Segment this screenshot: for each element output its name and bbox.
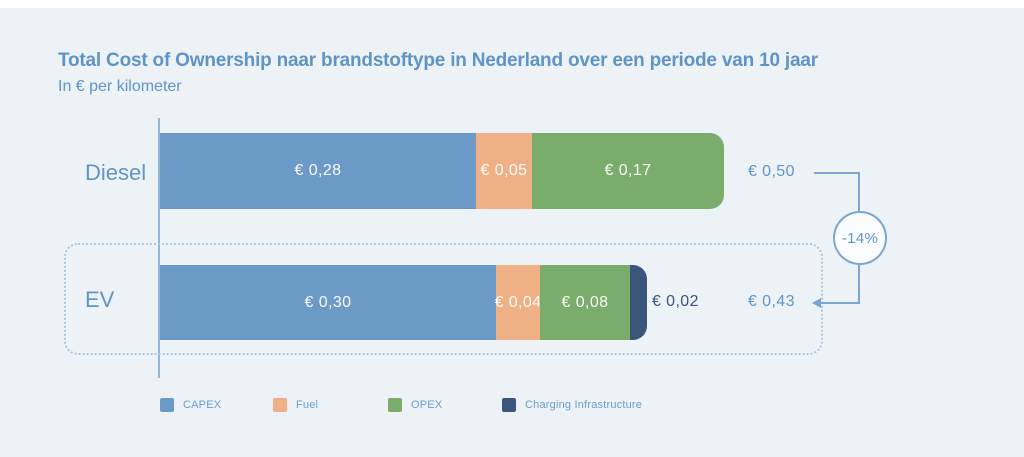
ev-highlight-box xyxy=(64,243,823,355)
bar-diesel: € 0,28 € 0,05 € 0,17 xyxy=(160,133,724,209)
bar-segment-diesel-capex: € 0,28 xyxy=(160,133,476,209)
legend-swatch-opex xyxy=(388,398,402,412)
category-label-diesel: Diesel xyxy=(85,160,147,185)
legend-label: OPEX xyxy=(411,399,443,411)
legend-item-fuel: Fuel xyxy=(273,398,318,412)
bar-segment-ev-charging-infrastructure xyxy=(630,265,647,340)
bracket-line-top-horizontal xyxy=(814,172,860,174)
chart-background: Total Cost of Ownership naar brandstofty… xyxy=(0,8,1024,457)
bracket-line-top-vertical xyxy=(858,172,860,213)
total-label-diesel: € 0,50 xyxy=(748,163,795,180)
bar-ev: € 0,30 € 0,04 € 0,08 xyxy=(160,265,647,340)
bar-segment-ev-fuel: € 0,04 xyxy=(494,265,542,340)
legend-item-charging-infrastructure: Charging Infrastructure xyxy=(502,398,642,412)
segment-value-label: € 0,30 xyxy=(304,293,352,311)
bar-segment-ev-capex: € 0,30 xyxy=(160,265,496,340)
segment-value-label: € 0,08 xyxy=(561,293,609,311)
bracket-line-bottom-horizontal xyxy=(821,302,860,304)
legend-swatch-capex xyxy=(160,398,174,412)
segment-value-label: € 0,17 xyxy=(604,162,652,179)
segment-value-label: € 0,05 xyxy=(480,162,528,179)
total-label-ev: € 0,43 xyxy=(748,293,795,310)
legend-label: CAPEX xyxy=(183,399,222,411)
segment-value-label: € 0,28 xyxy=(294,162,342,179)
legend-label: Fuel xyxy=(296,399,319,411)
chart-subtitle: In € per kilometer xyxy=(58,78,182,95)
arrow-left-icon xyxy=(812,298,821,308)
chart-title: Total Cost of Ownership naar brandstofty… xyxy=(58,50,818,71)
legend-item-capex: CAPEX xyxy=(160,398,221,412)
legend-swatch-fuel xyxy=(273,398,287,412)
legend-label: Charging Infrastructure xyxy=(525,399,643,411)
segment-value-label: € 0,04 xyxy=(494,293,542,311)
bar-segment-diesel-opex: € 0,17 xyxy=(532,133,724,209)
bar-segment-diesel-fuel: € 0,05 xyxy=(476,133,532,209)
y-axis-line xyxy=(158,118,160,378)
segment-value-label-charging-infrastructure: € 0,02 xyxy=(652,293,699,310)
legend-swatch-charging-infrastructure xyxy=(502,398,516,412)
delta-percentage-badge: -14% xyxy=(833,211,887,265)
category-label-ev: EV xyxy=(85,287,115,312)
bar-segment-ev-opex: € 0,08 xyxy=(540,265,630,340)
legend-item-opex: OPEX xyxy=(388,398,442,412)
bracket-line-bottom-vertical xyxy=(858,263,860,304)
